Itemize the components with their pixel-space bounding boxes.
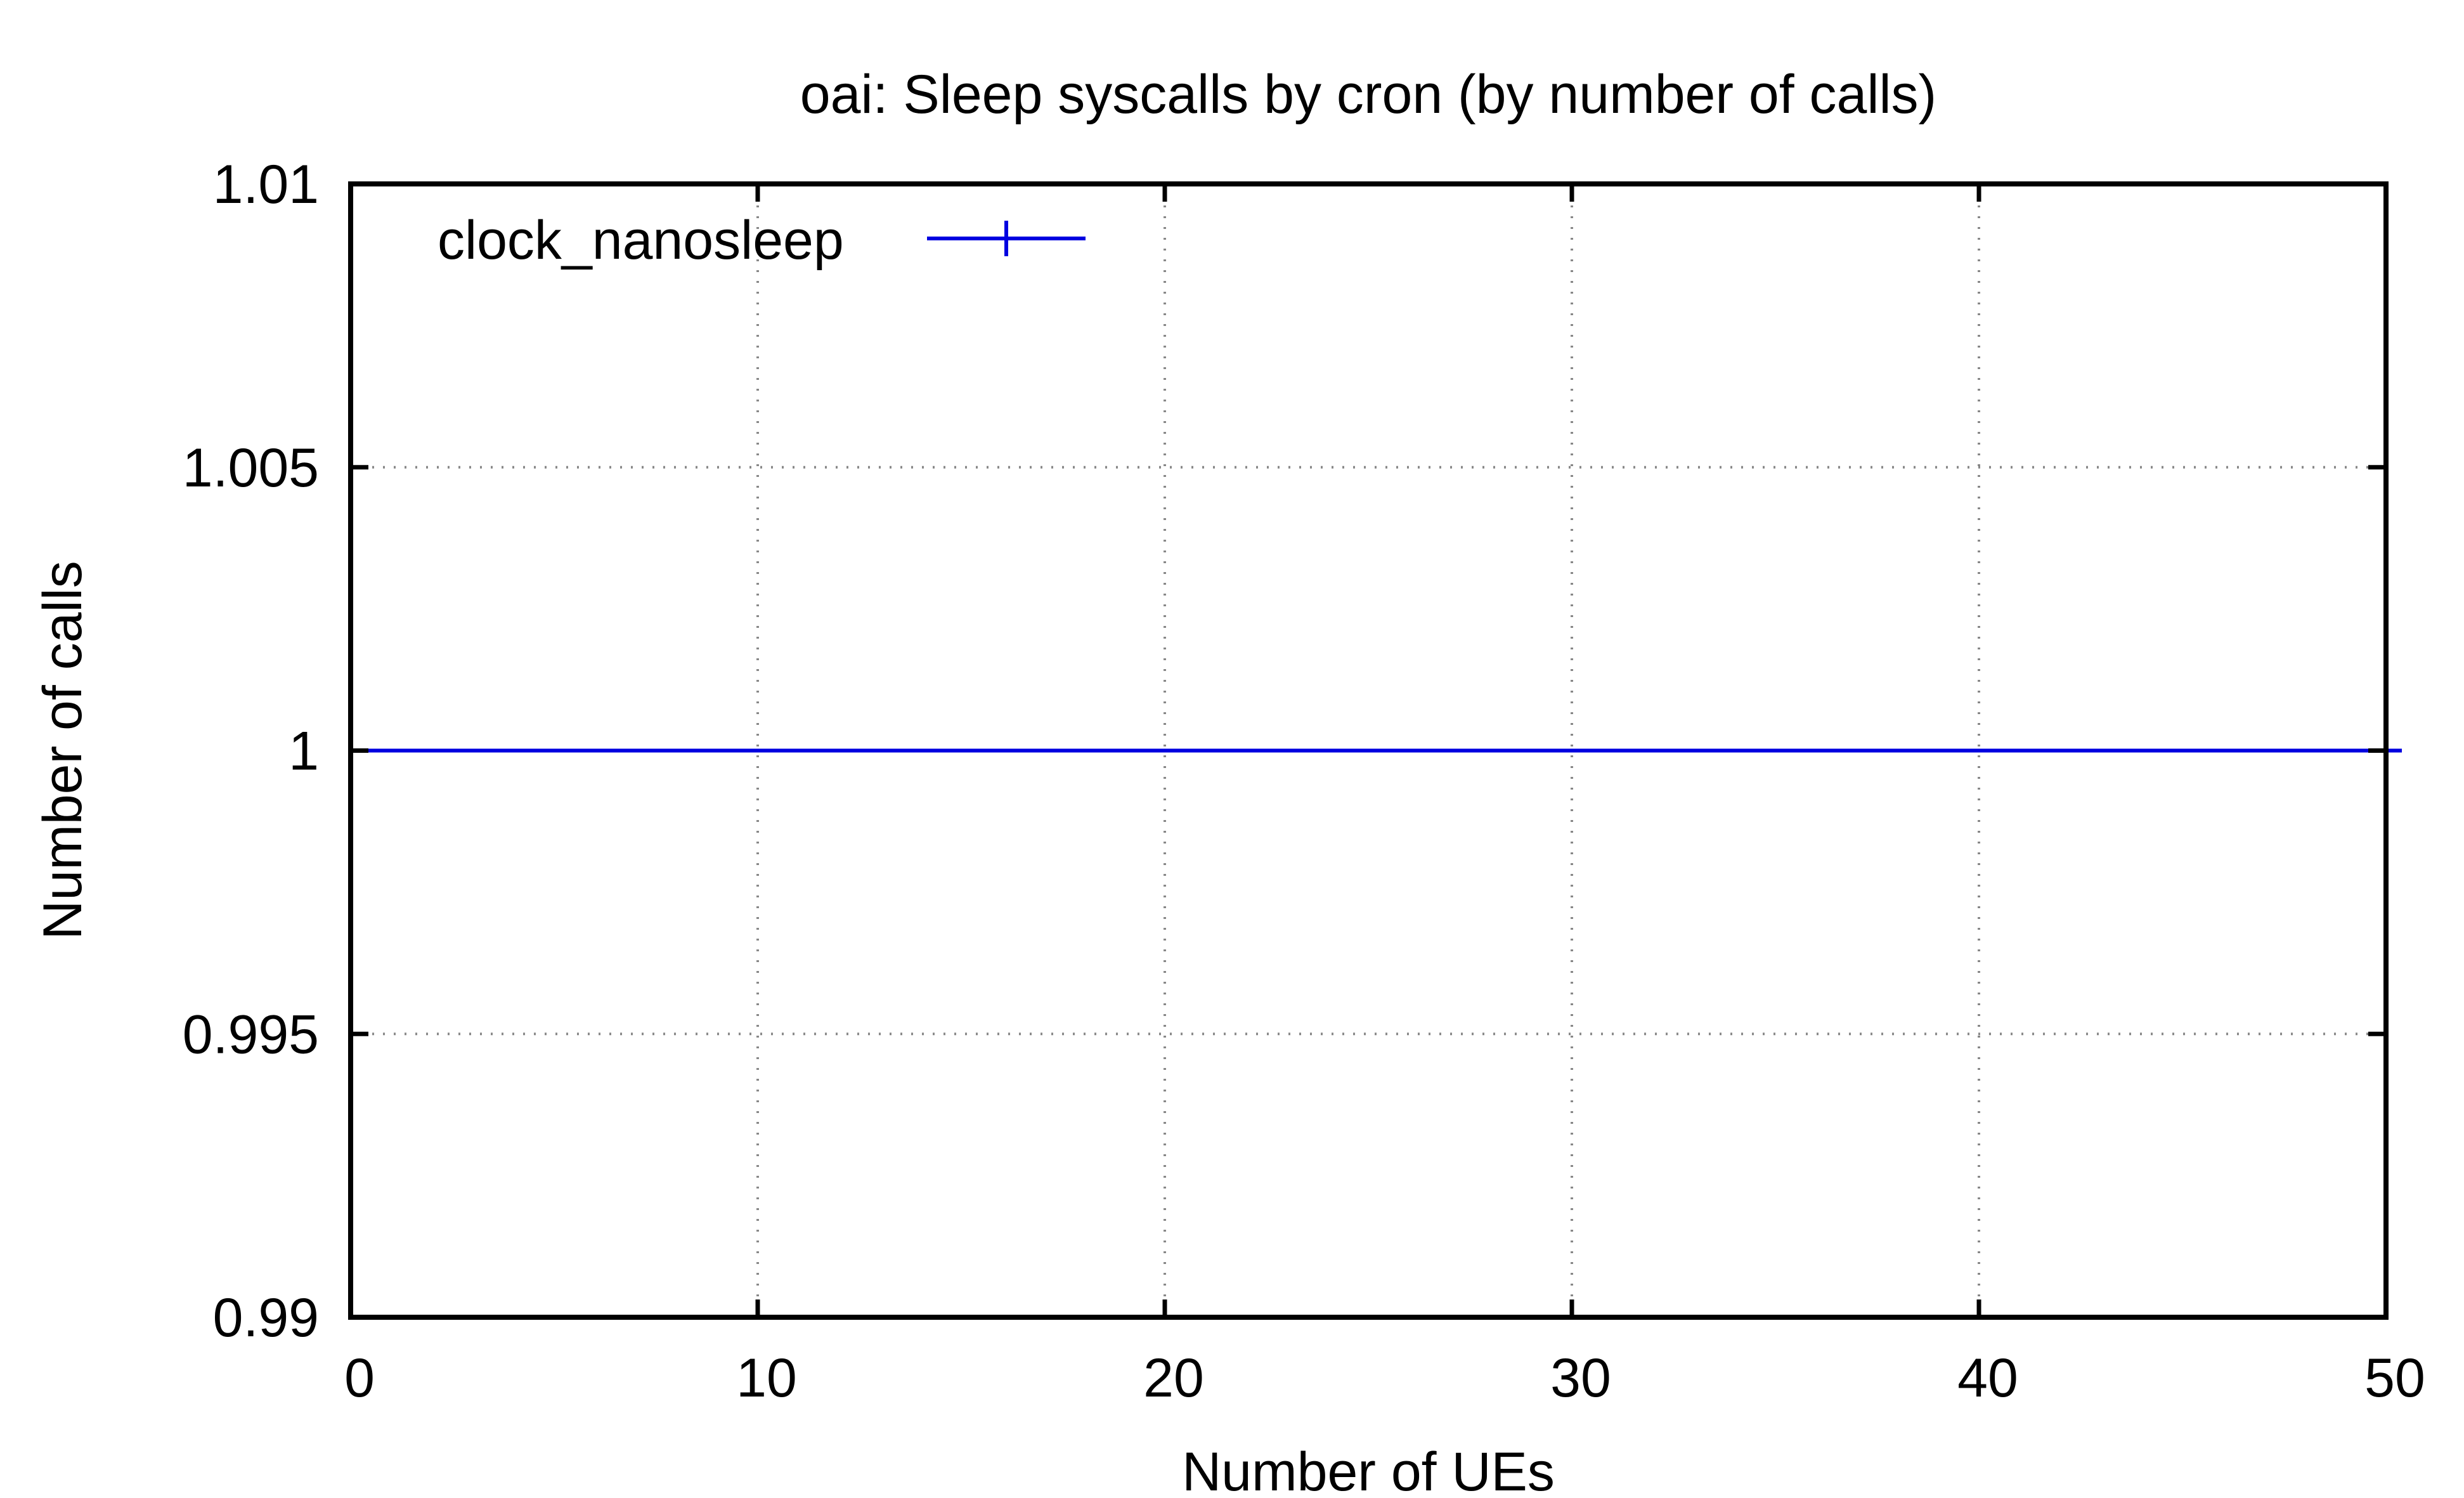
y-tick-label: 1.005 (183, 438, 319, 498)
x-tick-label: 20 (1143, 1348, 1204, 1409)
x-axis-label: Number of UEs (1182, 1442, 1555, 1498)
x-tick-label: 0 (344, 1348, 375, 1409)
y-axis-label: Number of calls (32, 561, 93, 939)
tick-layer: 0 10 20 30 40 50 0.99 0.995 1 1.005 1.01 (183, 154, 2425, 1409)
y-tick-label: 0.99 (213, 1287, 319, 1348)
x-tick-label: 40 (1957, 1348, 2018, 1409)
chart-title: oai: Sleep syscalls by cron (by number o… (800, 64, 1936, 125)
y-tick-label: 0.995 (183, 1004, 319, 1065)
y-tick-label: 1 (289, 721, 319, 782)
y-tick-label: 1.01 (213, 154, 319, 215)
legend-label: clock_nanosleep (438, 210, 844, 271)
legend: clock_nanosleep (438, 210, 1086, 271)
x-tick-label: 10 (736, 1348, 797, 1409)
x-tick-label: 30 (1550, 1348, 1611, 1409)
x-tick-label: 50 (2364, 1348, 2425, 1409)
